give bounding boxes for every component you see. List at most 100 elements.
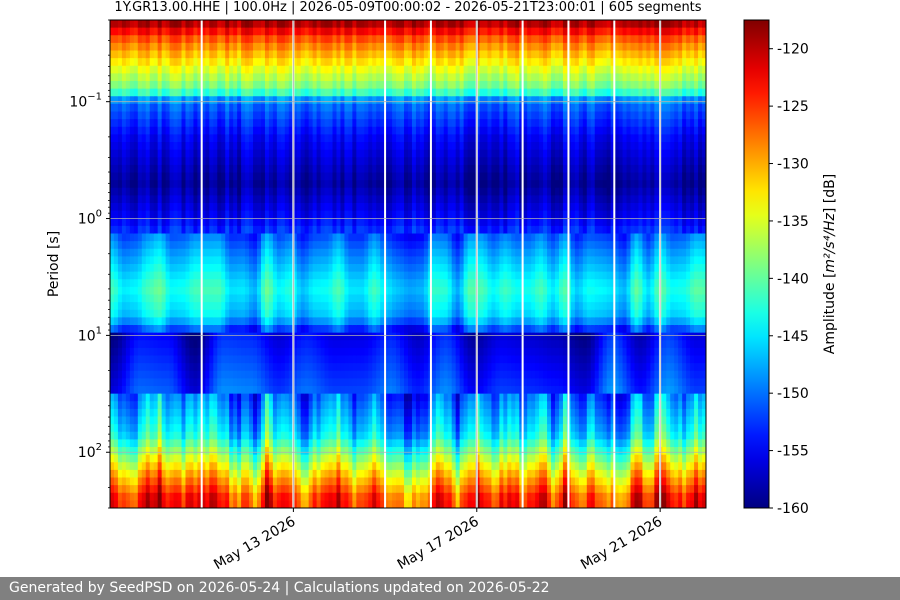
heatmap-cell [284, 500, 290, 508]
heatmap-cell [268, 256, 274, 265]
heatmap-cell [117, 42, 123, 52]
heatmap-cell [229, 347, 234, 357]
heatmap-cell [284, 50, 290, 59]
heatmap-cell [185, 20, 191, 29]
heatmap-cell [344, 157, 349, 166]
heatmap-cell [300, 35, 306, 44]
heatmap-cell [209, 20, 214, 29]
heatmap-cell [125, 180, 131, 189]
heatmap-cell [257, 454, 262, 463]
heatmap-cell [316, 27, 322, 36]
heatmap-cell [411, 164, 417, 174]
heatmap-cell [328, 111, 334, 120]
heatmap-cell [185, 164, 191, 174]
heatmap-cell [292, 294, 298, 303]
heatmap-cell [249, 20, 254, 29]
heatmap-cell [137, 42, 143, 52]
heatmap-cell [356, 386, 361, 395]
heatmap-cell [292, 20, 298, 29]
heatmap-cell [161, 149, 167, 158]
heatmap-cell [360, 218, 365, 227]
heatmap-cell [348, 393, 353, 402]
heatmap-cell [388, 378, 393, 387]
heatmap-cell [340, 264, 346, 273]
heatmap-cell [332, 65, 338, 74]
heatmap-cell [372, 401, 377, 410]
heatmap-cell [388, 317, 393, 326]
heatmap-cell [296, 73, 302, 82]
heatmap-cell [149, 302, 155, 311]
heatmap-cell [372, 431, 377, 440]
heatmap-cell [217, 401, 222, 410]
heatmap-cell [404, 50, 409, 59]
heatmap-cell [173, 248, 179, 257]
heatmap-cell [384, 469, 389, 479]
heatmap-cell [411, 241, 417, 250]
heatmap-cell [169, 340, 175, 349]
heatmap-cell [292, 286, 298, 296]
heatmap-cell [125, 27, 131, 36]
heatmap-cell [149, 35, 155, 44]
heatmap-cell [328, 439, 334, 448]
heatmap-cell [221, 462, 226, 471]
heatmap-cell [241, 279, 246, 288]
heatmap-cell [161, 279, 167, 288]
heatmap-cell [368, 157, 373, 166]
heatmap-cell [110, 73, 115, 82]
heatmap-cell [117, 218, 123, 227]
heatmap-cell [312, 225, 318, 235]
heatmap-cell [404, 172, 409, 181]
heatmap-cell [129, 485, 135, 494]
heatmap-cell [117, 172, 123, 181]
heatmap-cell [137, 370, 143, 379]
heatmap-cell [249, 492, 254, 501]
heatmap-cell [320, 233, 326, 242]
heatmap-cell [411, 35, 417, 44]
heatmap-cell [257, 203, 262, 212]
heatmap-cell [165, 103, 171, 113]
heatmap-cell [384, 256, 389, 265]
heatmap-cell [336, 73, 342, 82]
heatmap-cell [396, 279, 401, 288]
heatmap-cell [249, 195, 254, 204]
heatmap-cell [221, 447, 226, 456]
heatmap-cell [189, 332, 195, 341]
heatmap-cell [404, 111, 409, 120]
heatmap-cell [153, 363, 159, 372]
heatmap-cell [241, 355, 246, 364]
heatmap-cell [372, 73, 377, 82]
heatmap-cell [225, 462, 230, 471]
heatmap-cell [201, 347, 206, 357]
heatmap-cell [288, 393, 294, 402]
heatmap-cell [110, 134, 115, 143]
heatmap-cell [280, 386, 286, 395]
heatmap-cell [260, 477, 266, 486]
heatmap-cell [181, 96, 187, 105]
heatmap-cell [356, 416, 361, 425]
heatmap-cell [213, 157, 218, 166]
heatmap-cell [225, 454, 230, 463]
heatmap-cell [201, 210, 206, 219]
heatmap-cell [320, 111, 326, 120]
heatmap-cell [189, 454, 195, 463]
heatmap-cell [125, 294, 131, 303]
heatmap-cell [225, 279, 230, 288]
heatmap-cell [185, 294, 191, 303]
heatmap-cell [121, 180, 127, 189]
heatmap-cell [288, 111, 294, 120]
heatmap-cell [356, 325, 361, 334]
heatmap-cell [233, 408, 238, 418]
heatmap-cell [225, 408, 230, 418]
heatmap-cell [376, 119, 381, 128]
heatmap-cell [149, 469, 155, 479]
heatmap-cell [121, 65, 127, 74]
heatmap-cell [308, 27, 314, 36]
heatmap-cell [280, 401, 286, 410]
heatmap-cell [348, 50, 353, 59]
heatmap-cell [161, 210, 167, 219]
heatmap-cell [233, 58, 238, 67]
heatmap-cell [141, 454, 147, 463]
heatmap-cell [205, 439, 210, 448]
heatmap-cell [340, 195, 346, 204]
heatmap-cell [205, 492, 210, 501]
